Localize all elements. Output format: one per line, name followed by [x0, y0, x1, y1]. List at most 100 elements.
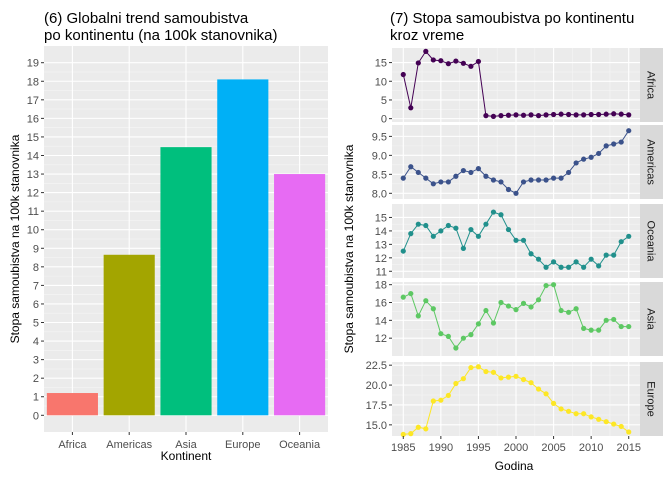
chart7-point-americas	[460, 167, 466, 174]
chart7-point-europe	[415, 424, 421, 430]
chart7-point-americas	[535, 177, 542, 183]
chart7-point-africa	[445, 61, 451, 67]
chart7-point-asia	[460, 335, 466, 341]
chart7-point-asia	[535, 297, 542, 303]
chart7-point-oceania	[483, 221, 489, 227]
chart6-y-tick-label: 4	[33, 336, 39, 348]
chart7-y-tick-label: 9.5	[372, 131, 387, 143]
chart7-title-line1: (7) Stopa samoubistva po kontinentu	[390, 10, 634, 27]
chart7-point-americas	[423, 175, 429, 181]
chart7-point-africa	[535, 113, 542, 119]
chart7-point-americas	[603, 143, 609, 149]
chart7-point-europe	[596, 416, 602, 422]
chart7-point-africa	[566, 111, 572, 118]
chart7-point-asia	[581, 325, 587, 331]
chart7-point-asia	[550, 282, 557, 288]
chart7-point-africa	[400, 71, 406, 78]
chart7-point-oceania	[475, 233, 482, 239]
chart7-point-africa	[543, 112, 549, 118]
chart7-x-tick-label: 1985	[391, 442, 415, 454]
chart7-point-africa	[558, 111, 564, 117]
chart6-x-axis-title: Kontinent	[161, 449, 212, 463]
chart7-point-oceania	[611, 252, 617, 258]
chart6-y-tick-label: 16	[27, 113, 39, 125]
chart7-point-europe	[618, 423, 624, 430]
chart7-point-americas	[453, 173, 459, 179]
chart7-point-africa	[430, 57, 436, 63]
chart7-point-asia	[520, 300, 527, 306]
chart7-point-europe	[453, 380, 459, 387]
chart7-point-americas	[528, 177, 534, 183]
chart7-point-europe	[626, 429, 632, 435]
chart7-point-americas	[408, 164, 414, 170]
chart7-y-tick-label: 15	[375, 212, 387, 224]
chart7-panel-americas: 8.0 8.5 9.0 9.5 Americas	[372, 125, 663, 200]
chart7-x-tick-label: 2015	[616, 442, 640, 454]
chart7-point-oceania	[400, 248, 406, 254]
chart6-x-tick-label: Asia	[175, 439, 197, 451]
chart6-bar-oceania	[274, 174, 326, 416]
chart7-point-asia	[423, 298, 429, 304]
chart7-point-europe	[423, 426, 429, 432]
chart7-point-europe	[520, 376, 527, 383]
chart7-point-europe	[611, 421, 617, 427]
chart7-point-africa	[438, 58, 444, 64]
chart6-x-tick-label: Americas	[106, 439, 152, 451]
chart7-point-africa	[588, 111, 594, 118]
chart7-y-axis-title: Stopa samoubistva na 100k stanovnika	[342, 144, 356, 353]
chart6-y-tick-label: 0	[33, 410, 39, 422]
chart6-bar-asia	[160, 147, 212, 416]
chart7-point-oceania	[535, 256, 542, 262]
chart7-point-asia	[445, 333, 451, 339]
chart7-point-asia	[483, 307, 489, 314]
chart7-point-europe	[573, 411, 579, 417]
chart7-point-africa	[475, 58, 482, 65]
chart7-point-americas	[490, 177, 497, 183]
chart7-point-americas	[558, 175, 564, 181]
chart7-point-americas	[513, 190, 519, 196]
chart7-point-asia	[498, 299, 504, 306]
chart7-point-americas	[543, 177, 549, 183]
chart7-point-africa	[490, 113, 497, 119]
chart6-bar-europe	[217, 79, 269, 416]
chart7-y-tick-label: 13	[375, 239, 387, 251]
chart7-panel-asia: 12 14 16 18 Asia	[375, 280, 663, 356]
chart7-y-tick-label: 12	[375, 333, 387, 345]
chart7-point-americas	[573, 160, 579, 166]
chart7-x-tick-label: 1990	[429, 442, 453, 454]
chart6-x-tick-label: Africa	[58, 439, 87, 451]
chart7-y-tick-label: 20.0	[366, 380, 387, 392]
chart7-point-oceania	[603, 252, 609, 258]
chart7-point-asia	[618, 323, 624, 330]
chart7-point-oceania	[566, 264, 572, 270]
chart7-point-africa	[505, 112, 512, 118]
chart7-point-asia	[603, 317, 609, 323]
chart7-point-europe	[588, 414, 594, 420]
chart6-y-tick-label: 1	[33, 392, 39, 404]
chart7-point-europe	[558, 406, 564, 412]
chart7-point-europe	[490, 369, 497, 375]
chart7-y-tick-label: 14	[375, 315, 387, 327]
chart7-x-tick-label: 2005	[541, 442, 565, 454]
chart7-y-tick-label: 18	[375, 280, 387, 292]
chart7-point-europe	[430, 398, 436, 404]
chart7-point-oceania	[528, 251, 534, 257]
chart7-point-asia	[475, 321, 482, 327]
chart7-point-europe	[535, 386, 542, 392]
chart7-y-tick-label: 11	[376, 266, 387, 278]
chart7-point-oceania	[415, 221, 421, 227]
chart7-point-europe	[445, 392, 451, 399]
chart6-bars	[46, 79, 326, 416]
chart7-strip	[640, 282, 663, 356]
chart7-x-axis-title: Godina	[495, 459, 534, 473]
chart7-y-tick-label: 16	[375, 298, 387, 310]
chart6-bar-africa	[46, 393, 98, 416]
chart7-point-americas	[581, 156, 587, 162]
chart7-point-asia	[415, 313, 421, 319]
chart7-point-africa	[550, 111, 557, 118]
chart7-point-africa	[611, 111, 617, 117]
chart7-point-asia	[400, 294, 406, 300]
chart7-point-asia	[543, 282, 549, 289]
chart7-point-europe	[483, 368, 489, 375]
